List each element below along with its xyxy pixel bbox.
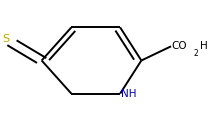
- Text: H: H: [200, 41, 207, 51]
- Text: S: S: [3, 34, 10, 44]
- Text: 2: 2: [193, 49, 198, 58]
- Text: NH: NH: [121, 89, 137, 99]
- Text: CO: CO: [171, 41, 187, 51]
